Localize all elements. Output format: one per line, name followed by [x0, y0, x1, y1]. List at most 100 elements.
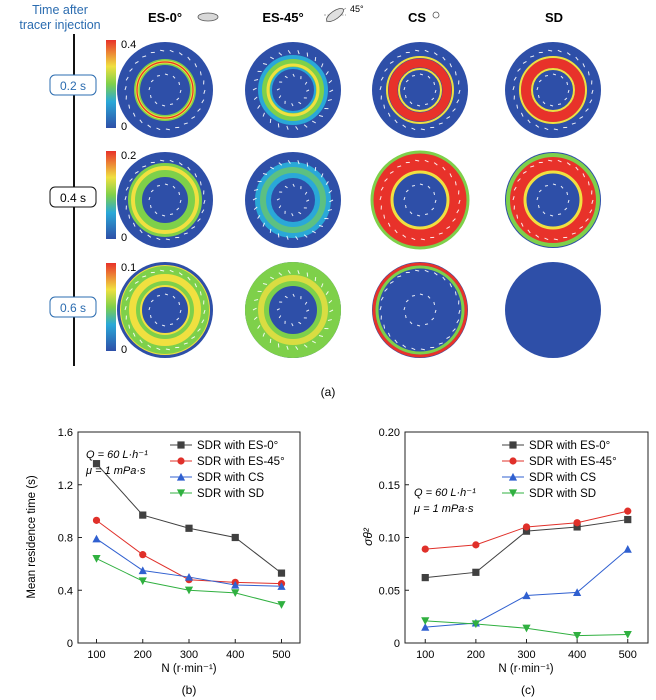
colorbar-row2-max: 0.2 [121, 150, 136, 162]
cs-shape-icon [432, 11, 440, 19]
colorbar-row1-max: 0.4 [121, 39, 136, 51]
y-tick-label: 0.8 [58, 533, 73, 545]
data-point-s3-3 [231, 589, 240, 597]
legend-marker [176, 472, 186, 481]
legend-marker [509, 457, 517, 465]
legend-marker [509, 441, 517, 449]
x-tick-label: 500 [619, 649, 637, 661]
chart-b-condition-mu: μ = 1 mPa·s [85, 465, 146, 477]
contour-disc [117, 262, 213, 358]
legend-marker [508, 489, 518, 498]
legend-entry: SDR with CS [529, 472, 596, 484]
chart-b-x-axis-label: N (r·min⁻¹) [161, 663, 216, 675]
x-tick-label: 300 [517, 649, 535, 661]
data-point-s2-3 [573, 588, 582, 596]
data-point-s0-1 [139, 511, 147, 519]
panel-c-variance-chart: 100 200 300 400 500 0 0.05 0.10 0.15 0.20 Q = 60 … [361, 427, 649, 697]
chart-b-y-axis-label: Mean residence time (s) [26, 475, 38, 599]
time-tag-row3-label: 0.6 s [60, 301, 86, 315]
chart-b-caption: (b) [182, 683, 197, 697]
chart-c-legend: SDR with ES-0° SDR with ES-45° SDR with CS… [502, 440, 617, 500]
data-point-s0-4 [277, 569, 286, 577]
chart-c-ticks: 100 200 300 400 500 0 0.05 0.10 0.15 0.20 [379, 427, 637, 661]
time-tag-row2-label: 0.4 s [60, 191, 86, 205]
legend-entry: SDR with ES-45° [529, 456, 617, 468]
column-header-es45: ES-45° [262, 10, 303, 25]
chart-c-condition-q: Q = 60 L·h⁻¹ [414, 487, 476, 499]
colorbar-row1-min: 0 [121, 121, 127, 133]
time-tag-row1: 0.2 s [49, 74, 97, 96]
x-tick-label: 300 [180, 649, 198, 661]
time-tag-row2: 0.4 s [49, 186, 97, 208]
legend-entry: SDR with CS [197, 472, 264, 484]
data-point-s0-4 [624, 515, 632, 524]
panel-b-mean-residence-time-chart: 100 200 300 400 500 0 0.4 0.8 1.2 1.6 Q = 60 L·h⁻… [26, 427, 301, 697]
y-tick-label: 0.05 [379, 585, 400, 597]
y-tick-label: 0.10 [379, 533, 400, 545]
y-tick-label: 0.20 [379, 427, 400, 439]
data-point-s0-3 [573, 523, 581, 531]
x-tick-label: 100 [416, 649, 434, 661]
y-tick-label: 0 [67, 638, 73, 650]
data-point-s1-2 [522, 523, 531, 531]
y-tick-label: 0.15 [379, 480, 400, 492]
data-point-s2-2 [522, 591, 531, 600]
es45-angle-label: 45° [350, 4, 364, 14]
contour-disc [372, 262, 468, 358]
data-point-s0-0 [92, 460, 101, 468]
series-line-2 [425, 548, 629, 628]
contour-disc [117, 152, 213, 248]
chart-b-markers [92, 460, 286, 609]
colorbar-row2-min: 0 [121, 232, 127, 244]
legend-entry: SDR with ES-0° [197, 440, 278, 452]
chart-c-caption: (c) [521, 683, 535, 697]
es0-shape-icon [197, 12, 219, 22]
colorbar-row3-max: 0.1 [121, 262, 136, 274]
timeline-title-line1: Time after [32, 3, 88, 17]
contour-disc [117, 42, 213, 138]
data-point-s2-4 [277, 582, 286, 590]
legend-entry: SDR with SD [529, 488, 596, 500]
data-point-s3-1 [471, 620, 480, 629]
contour-disc [245, 42, 341, 138]
chart-c-x-axis-label: N (r·min⁻¹) [498, 663, 553, 675]
y-tick-label: 1.6 [58, 427, 73, 439]
data-point-s0-1 [472, 568, 480, 576]
y-tick-label: 0 [394, 638, 400, 650]
x-tick-label: 400 [568, 649, 586, 661]
chart-c-condition-mu: μ = 1 mPa·s [413, 503, 474, 515]
x-tick-label: 200 [467, 649, 485, 661]
y-tick-label: 0.4 [58, 585, 73, 597]
panel-a: Time after tracer injection ES-0° ES-45°… [19, 3, 601, 399]
chart-b-series-lines [96, 463, 282, 606]
column-header-sd: SD [545, 10, 563, 25]
chart-c-markers [421, 507, 632, 640]
column-header-cs: CS [408, 10, 426, 25]
data-point-s3-1 [138, 577, 147, 586]
data-point-s3-4 [277, 601, 286, 609]
data-point-s3-4 [623, 630, 632, 639]
contour-disc [505, 262, 601, 358]
legend-entry: SDR with ES-0° [529, 440, 610, 452]
contour-disc [245, 262, 341, 358]
data-point-s3-3 [573, 632, 582, 640]
data-point-s1-0 [92, 516, 101, 524]
y-tick-label: 1.2 [58, 480, 73, 492]
data-point-s1-1 [139, 551, 147, 559]
colorbar-row3-min: 0 [121, 344, 127, 356]
legend-marker [177, 457, 185, 465]
data-point-s2-4 [623, 545, 632, 553]
time-tag-row3: 0.6 s [49, 296, 97, 318]
column-header-es0: ES-0° [148, 10, 182, 25]
chart-b-condition-q: Q = 60 L·h⁻¹ [86, 449, 148, 461]
timeline-title-line2: tracer injection [19, 18, 100, 32]
legend-entry: SDR with SD [197, 488, 264, 500]
data-point-s0-2 [185, 524, 193, 532]
data-point-s2-2 [184, 572, 194, 581]
chart-b-ticks: 100 200 300 400 500 0 0.4 0.8 1.2 1.6 [58, 427, 291, 661]
x-tick-label: 500 [272, 649, 290, 661]
data-point-s2-3 [231, 580, 240, 589]
es45-shape-icon [324, 7, 347, 23]
data-point-s1-3 [573, 519, 581, 527]
